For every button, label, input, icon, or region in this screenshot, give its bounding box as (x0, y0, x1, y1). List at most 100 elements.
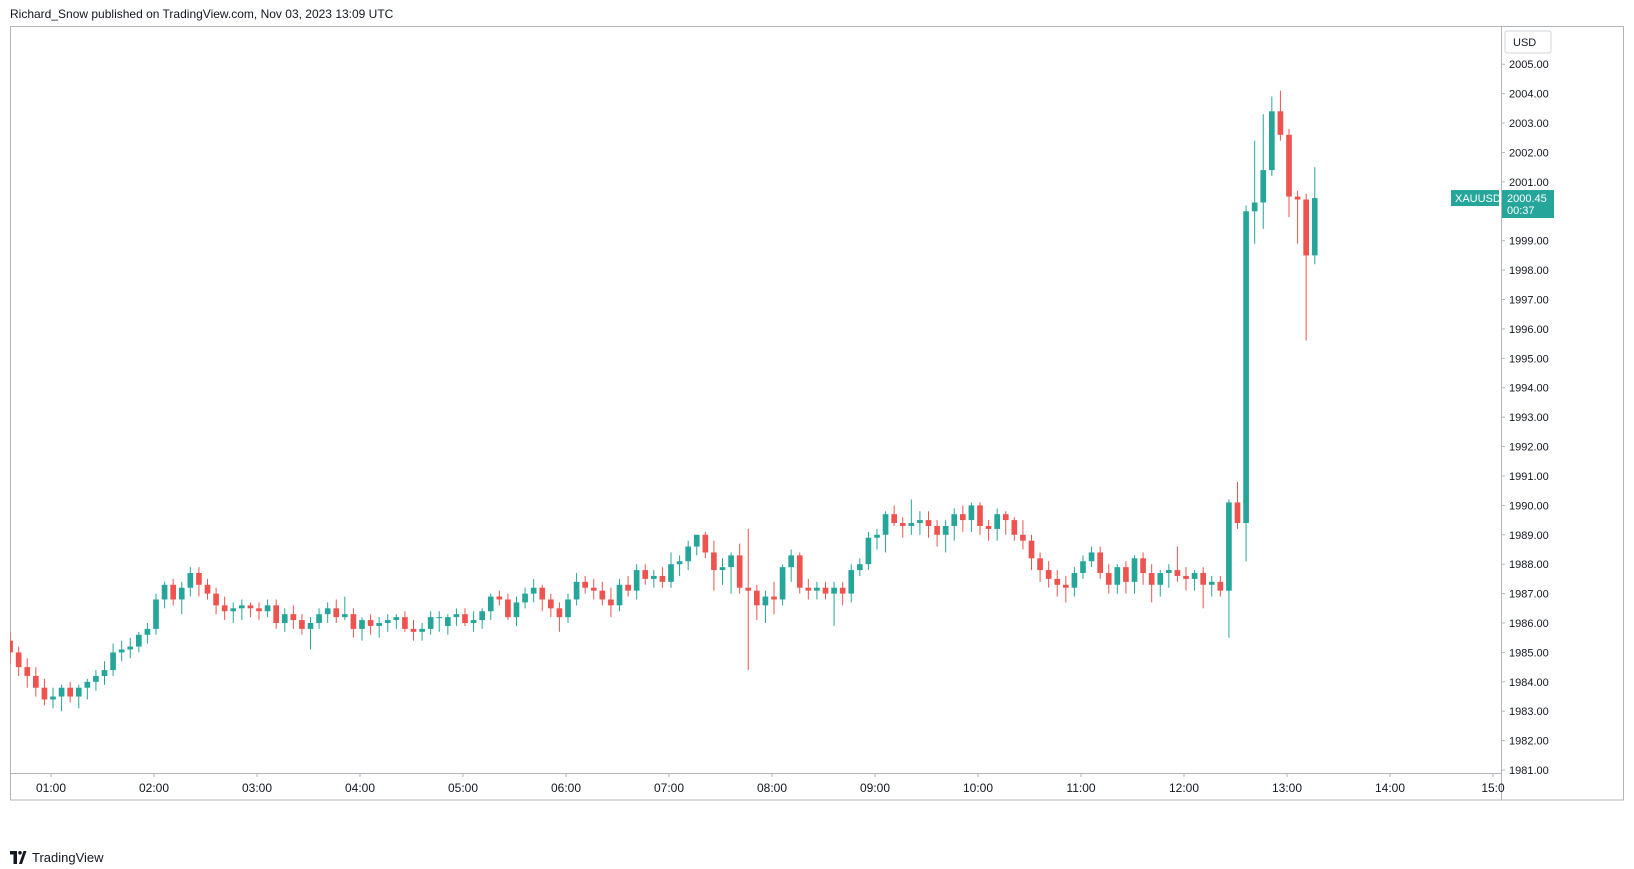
time-tick-label: 10:00 (963, 781, 993, 795)
candle-body (736, 555, 743, 588)
price-tick-label: 1982.00 (1509, 736, 1549, 748)
candle-body (968, 505, 975, 521)
candle-body (1200, 573, 1206, 585)
time-tick-label: 06:00 (551, 781, 581, 795)
candle-body (565, 599, 571, 618)
candle-body (814, 587, 820, 591)
price-tick-label: 2002.00 (1509, 147, 1549, 159)
candle-body (1097, 552, 1103, 574)
candle-body (865, 537, 872, 565)
countdown-label: 00:37 (1507, 205, 1535, 217)
candle-body (462, 614, 468, 624)
price-tick-label: 1997.00 (1509, 295, 1549, 307)
candle-body (1140, 558, 1146, 574)
candle-body (882, 514, 889, 535)
candle-body (659, 575, 666, 582)
candle-body (711, 552, 717, 571)
candle-body (608, 599, 614, 606)
price-tick-label: 1989.00 (1509, 530, 1549, 542)
candle-body (1269, 111, 1275, 171)
candle-body (324, 608, 331, 615)
candle-body (41, 687, 48, 700)
candle-body (1063, 584, 1069, 588)
candle-body (822, 587, 829, 594)
candle-body (1131, 558, 1138, 582)
candle-body (376, 623, 382, 626)
candle-body (625, 584, 631, 591)
price-tick-label: 1986.00 (1509, 618, 1549, 630)
time-tick-label: 02:00 (139, 781, 169, 795)
candle-body (402, 617, 408, 629)
candle-body (702, 534, 709, 553)
candle-body (273, 605, 279, 624)
time-tick-label: 14:00 (1375, 781, 1405, 795)
candle-body (1166, 570, 1172, 574)
time-tick-label: 08:00 (757, 781, 787, 795)
candle-body (676, 561, 683, 565)
candle-body (899, 523, 906, 526)
candle-body (530, 587, 537, 594)
candle-body (960, 514, 966, 521)
candle-body (187, 573, 194, 588)
price-tick-label: 1983.00 (1509, 706, 1549, 718)
candle-body (616, 584, 623, 606)
candle-body (1105, 573, 1112, 585)
candle-body (67, 687, 73, 697)
candle-body (1191, 573, 1198, 579)
price-axis: 1981.00 1982.00 1983.00 1984.00 1985.00 1986.… (1451, 30, 1554, 777)
candle-body (1157, 573, 1164, 585)
price-tick-label: 1988.00 (1509, 559, 1549, 571)
price-tick-label: 2005.00 (1509, 59, 1549, 71)
candle-body (599, 590, 606, 600)
candle-body (15, 652, 22, 668)
candle-body (874, 534, 880, 538)
time-tick-label: 09:00 (860, 781, 890, 795)
candle-body (831, 587, 837, 594)
candle-body (1217, 581, 1224, 591)
candle-body (496, 596, 503, 600)
candle-body (513, 602, 520, 618)
candle-body (728, 555, 734, 568)
candle-body (144, 628, 151, 635)
candle-body (1286, 134, 1292, 197)
price-tick-label: 1984.00 (1509, 677, 1549, 689)
candle-body (590, 587, 597, 591)
candle-body (1045, 570, 1052, 579)
tradingview-logo-icon (10, 851, 27, 864)
price-tick-label: 1981.00 (1509, 765, 1549, 777)
candle-body (1002, 514, 1009, 521)
candle-body (1071, 573, 1078, 588)
currency-box (1504, 30, 1552, 54)
candle-body (1123, 567, 1129, 582)
candle-body (1303, 199, 1309, 256)
candle-body (196, 573, 202, 585)
candle-body (1260, 170, 1267, 203)
publisher-header: Richard_Snow published on TradingView.co… (10, 7, 394, 21)
candle-body (779, 567, 786, 600)
candle-body (281, 614, 288, 624)
candle-body (977, 505, 983, 526)
candle-body (290, 614, 297, 621)
candle-body (771, 596, 777, 600)
candle-body (221, 605, 228, 612)
price-chart[interactable]: 01:00 02:00 03:00 04:00 05:00 06:00 07:00 08:00… (10, 26, 1624, 834)
candle-body (573, 581, 580, 600)
price-tick-label: 2001.00 (1509, 177, 1549, 189)
candle-body (479, 611, 485, 621)
candle-body (470, 620, 477, 624)
candle-body (1114, 567, 1121, 585)
candle-body (50, 696, 56, 700)
candle-body (118, 649, 125, 653)
candle-body (436, 617, 443, 619)
candle-body (522, 593, 528, 603)
candle-body (367, 620, 374, 626)
price-tick-label: 1990.00 (1509, 500, 1549, 512)
candle-body (307, 623, 314, 629)
candle-body (247, 605, 254, 609)
candle-body (359, 620, 365, 629)
time-tick-label: 01:00 (36, 781, 66, 795)
candle-body (333, 608, 340, 618)
candle-body (685, 546, 691, 562)
candle-body (427, 617, 434, 629)
candle-body (788, 555, 794, 568)
